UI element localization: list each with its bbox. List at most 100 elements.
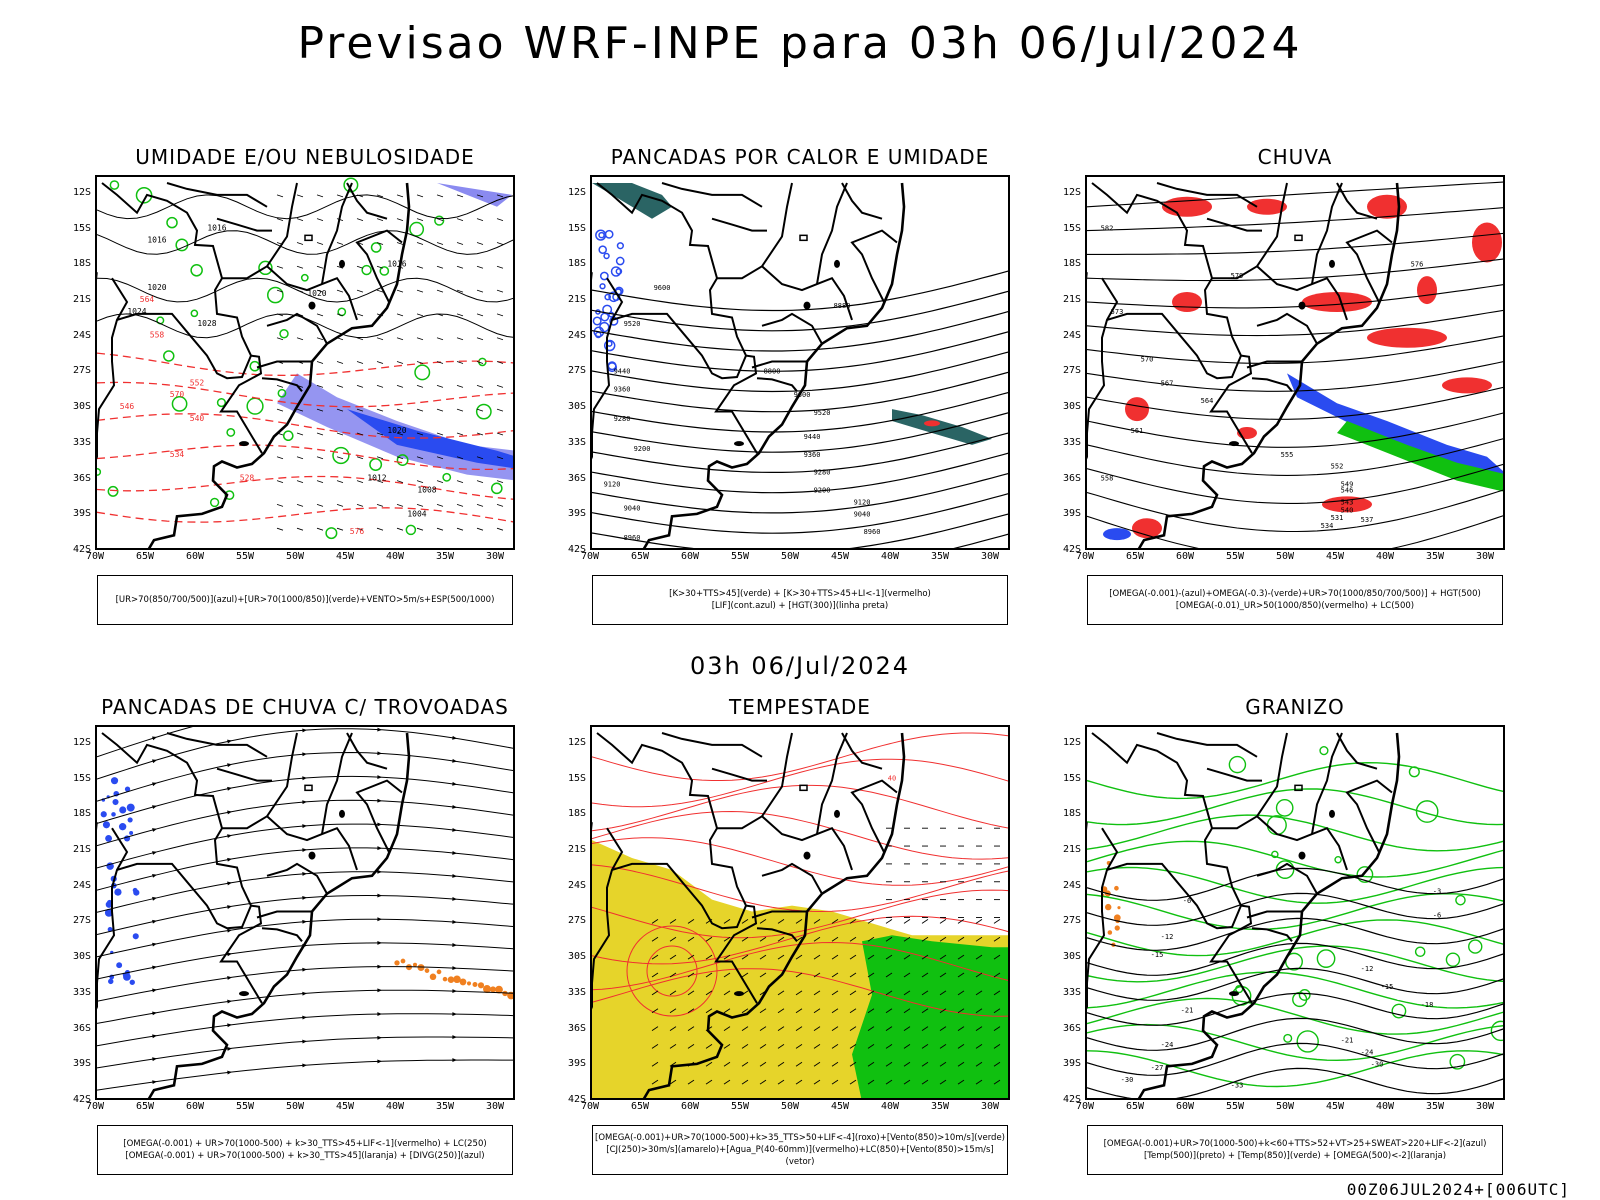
wind-vector: [297, 457, 303, 459]
wind-vector: [457, 385, 463, 387]
wind-vector: [377, 409, 383, 411]
federal-district: [800, 785, 807, 790]
strong-wind-area: [852, 935, 1010, 1100]
lon-tick-label: 40W: [1376, 551, 1394, 562]
state-border: [1207, 769, 1262, 781]
lifted-index-contour: [617, 257, 624, 264]
state-border: [712, 219, 767, 231]
streamline: [97, 1060, 515, 1090]
height-contour: [592, 513, 1010, 550]
lat-tick-label: 21S: [73, 294, 91, 305]
wind-vector: [357, 481, 363, 483]
wind-vector: [437, 195, 443, 197]
lat-tick-label: 15S: [73, 223, 91, 234]
lat-tick-label: 36S: [73, 473, 91, 484]
lon-tick-label: 55W: [236, 551, 254, 562]
temp-850-contour: [1446, 953, 1459, 966]
legend-line: [OMEGA(-0.001)+UR>70(1000-500)+k>35_TTS>…: [595, 1132, 1005, 1144]
thunderstorm-area: [394, 960, 399, 965]
contour-label: 570: [1141, 356, 1154, 364]
lon-axis: 70W 65W 60W 55W 50W 45W 40W 35W 30W: [95, 551, 515, 565]
lat-tick-label: 21S: [1063, 294, 1081, 305]
lon-tick-label: 70W: [581, 551, 599, 562]
temp-500-contour: [1087, 968, 1505, 1000]
contour-label: 576: [1411, 260, 1424, 268]
wind-vector: [497, 385, 503, 387]
lon-tick-label: 60W: [186, 551, 204, 562]
wind-vector: [477, 362, 483, 364]
streamline-arrow: [227, 811, 232, 815]
lat-tick-label: 36S: [1063, 473, 1081, 484]
thunderstorm-area: [437, 970, 442, 975]
wind-vector: [417, 409, 423, 411]
lat-tick-label: 12S: [568, 187, 586, 198]
wind-vector: [337, 457, 343, 459]
lat-tick-label: 27S: [73, 915, 91, 926]
streamline-arrow: [377, 728, 382, 732]
lon-tick-label: 55W: [731, 551, 749, 562]
lon-tick-label: 45W: [336, 1101, 354, 1112]
wind-vector: [337, 385, 343, 387]
wind-vector: [337, 290, 343, 292]
height-contour: [592, 533, 1010, 550]
wind-vector: [357, 385, 363, 387]
streamline-arrow: [377, 799, 382, 803]
height-contour: [1087, 259, 1505, 281]
state-border: [817, 183, 847, 284]
lon-axis: 70W 65W 60W 55W 50W 45W 40W 35W 30W: [590, 1101, 1010, 1115]
lat-tick-label: 12S: [73, 187, 91, 198]
lon-axis: 70W 65W 60W 55W 50W 45W 40W 35W 30W: [590, 551, 1010, 565]
humidity-contour: [268, 287, 283, 302]
wind-vector: [377, 528, 383, 530]
state-border: [762, 864, 822, 894]
wind-vector: [277, 528, 283, 530]
streamline-arrow: [227, 834, 232, 838]
divergence-area: [129, 831, 133, 835]
contour-label: 9120: [854, 498, 871, 506]
temp-850-contour: [1409, 767, 1419, 777]
lat-tick-label: 12S: [1063, 737, 1081, 748]
state-border: [1312, 183, 1342, 284]
streamline-arrow: [152, 1011, 157, 1015]
lon-tick-label: 30W: [1476, 1101, 1494, 1112]
humidity-contour: [370, 459, 381, 470]
basemap: [1087, 733, 1399, 1100]
temp-850-contour: [1416, 947, 1425, 956]
lat-tick-label: 30S: [73, 951, 91, 962]
wind-vector: [357, 314, 363, 316]
lat-tick-label: 27S: [568, 365, 586, 376]
contour-label: 9040: [854, 510, 871, 518]
lat-tick-label: 33S: [1063, 437, 1081, 448]
wind-vector: [417, 314, 423, 316]
temp-850-contour: [1087, 972, 1505, 1008]
lat-tick-label: 24S: [568, 880, 586, 891]
lon-tick-label: 55W: [731, 1101, 749, 1112]
wind-vector: [277, 409, 283, 411]
divergence-area: [133, 888, 138, 893]
divergence-area: [111, 777, 118, 784]
lat-tick-label: 15S: [1063, 223, 1081, 234]
map-canvas: -6-12-15-21-24-27-30-33-12-15-18-21-24-3…: [1087, 727, 1505, 1100]
contour-label: 576: [350, 527, 365, 536]
contour-lines: -6-12-15-21-24-27-30-33-12-15-18-21-24-3…: [1087, 747, 1505, 1100]
lat-tick-label: 36S: [73, 1023, 91, 1034]
lagoon: [239, 441, 249, 446]
humidity-contour: [108, 487, 117, 496]
streamline-arrow: [452, 782, 457, 786]
temp-500-contour: [1087, 918, 1505, 950]
divergence-area: [108, 979, 113, 984]
state-border: [1257, 314, 1317, 344]
state-border: [167, 183, 267, 207]
contour-label: -21: [1341, 1036, 1354, 1044]
streamline-arrow: [377, 941, 382, 945]
contour-label: 1020: [387, 426, 406, 435]
streamline-arrow: [302, 896, 307, 900]
lat-tick-label: 18S: [1063, 808, 1081, 819]
wind-vector: [317, 195, 323, 197]
wind-vector: [277, 385, 283, 387]
temp-850-contour: [1297, 1031, 1318, 1052]
streamline-arrow: [302, 1064, 307, 1068]
contour-label: -24: [1361, 1048, 1374, 1056]
wind-vector: [397, 528, 403, 530]
wind-vector: [317, 314, 323, 316]
